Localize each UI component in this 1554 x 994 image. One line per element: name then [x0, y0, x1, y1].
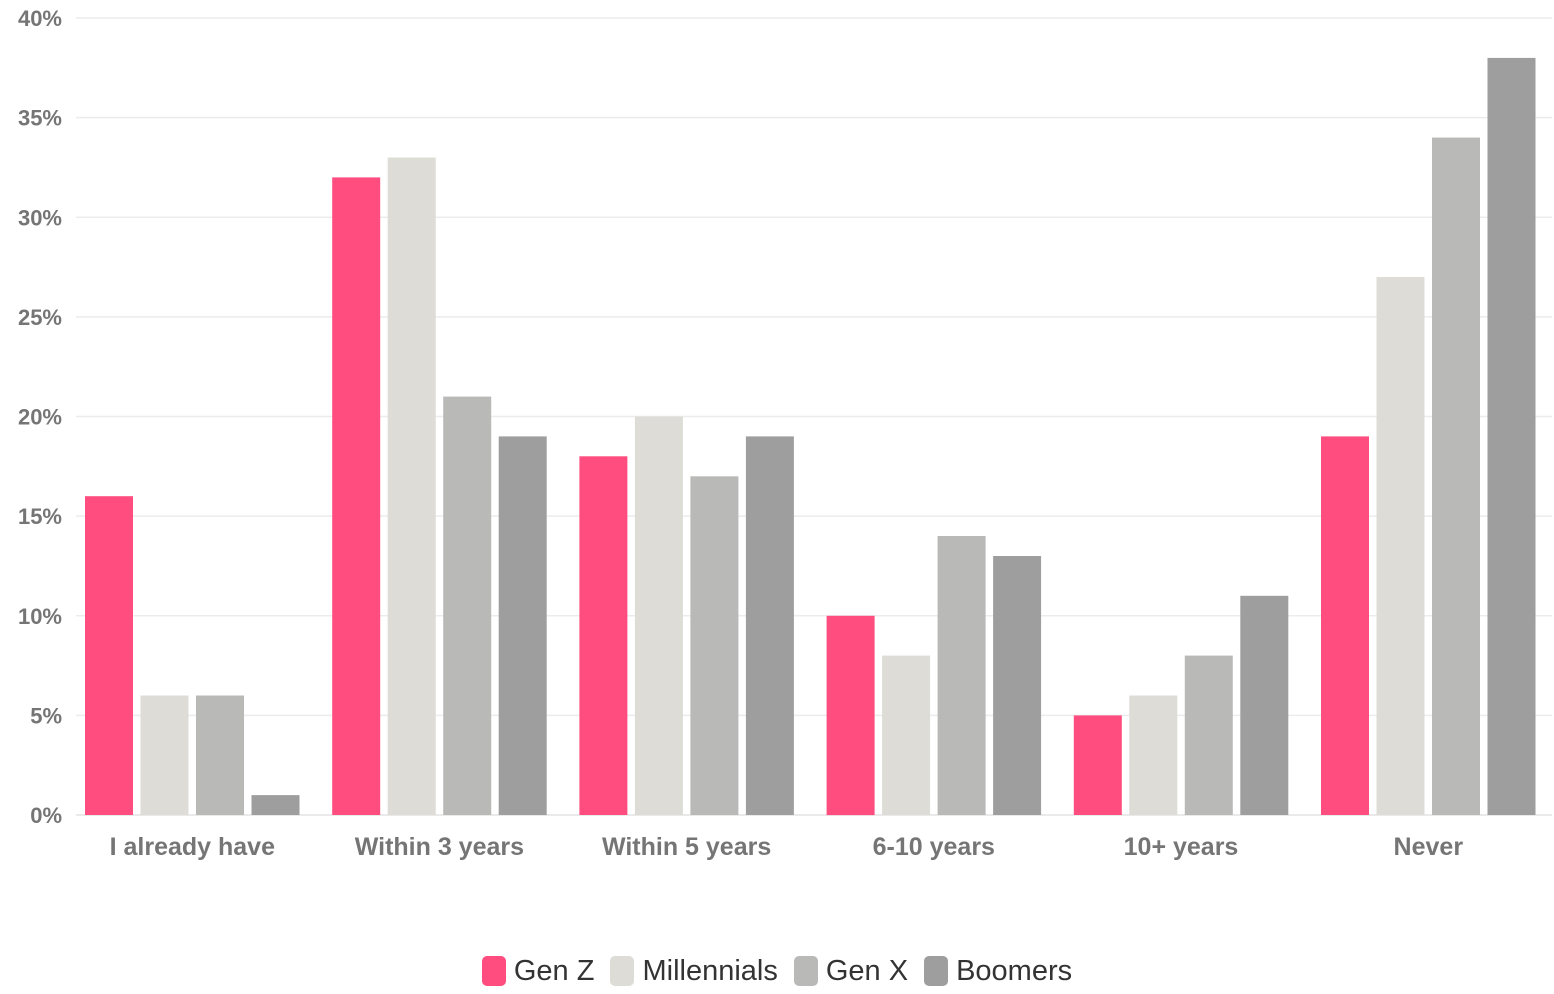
legend-label: Millennials: [642, 954, 778, 987]
bar: Gen X — 10+ years: 8%: [1184, 655, 1233, 815]
bar: Millennials — Never: 27%: [1376, 277, 1425, 815]
x-axis-categories: I already have Within 3 years Within 5 yea…: [110, 833, 1464, 861]
legend-item: Gen X: [793, 954, 909, 988]
bar: Gen Z — Within 5 years: 18%: [579, 456, 628, 815]
bar: Millennials — 6-10 years: 8%: [882, 655, 931, 815]
x-category-label: 6-10 years: [873, 833, 995, 861]
y-tick-label: 10%: [18, 604, 62, 629]
y-tick-label: 40%: [18, 6, 62, 31]
grid-lines: [76, 17, 1552, 816]
legend-label: Boomers: [956, 954, 1073, 987]
legend-item: Gen Z: [481, 954, 595, 988]
bars: Gen Z — I already have: 16%Millennials —…: [85, 57, 1536, 816]
x-category-label: 10+ years: [1124, 833, 1239, 861]
x-category-label: Within 3 years: [355, 833, 524, 861]
bar: Gen X — Within 5 years: 17%: [690, 476, 739, 815]
legend-swatch: [481, 956, 506, 986]
legend: Gen Z Millennials Gen X Boomers: [0, 948, 1554, 994]
bar: Boomers — Never: 38%: [1487, 57, 1536, 815]
bar: Boomers — Within 3 years: 19%: [498, 436, 547, 815]
legend-swatch: [610, 956, 635, 986]
bar: Millennials — Within 3 years: 33%: [387, 157, 436, 815]
bar: Boomers — Within 5 years: 19%: [745, 436, 794, 815]
bar: Boomers — I already have: 1%: [251, 795, 300, 815]
legend-swatch: [924, 956, 949, 986]
y-tick-label: 35%: [18, 106, 62, 131]
y-axis-ticks: 0% 5% 10% 15% 20% 25% 30% 35% 40%: [18, 6, 62, 828]
y-tick-label: 20%: [18, 405, 62, 430]
bar: Boomers — 10+ years: 11%: [1240, 595, 1289, 815]
bar: Millennials — I already have: 6%: [140, 695, 189, 815]
bar: Gen X — 6-10 years: 14%: [937, 536, 986, 815]
bar: Gen Z — I already have: 16%: [85, 496, 133, 815]
bar: Gen Z — Never: 19%: [1321, 436, 1369, 815]
bar: Millennials — 10+ years: 6%: [1129, 695, 1178, 815]
bar: Gen Z — 10+ years: 5%: [1073, 715, 1122, 815]
y-tick-label: 30%: [18, 205, 62, 230]
legend-item: Boomers: [924, 955, 1072, 988]
bar: Gen X — Never: 34%: [1432, 137, 1480, 816]
bar: Gen X — I already have: 6%: [196, 695, 244, 815]
x-category-label: Never: [1394, 833, 1464, 861]
y-tick-label: 0%: [30, 803, 62, 828]
x-category-label: Within 5 years: [602, 833, 771, 861]
bar: Millennials — Within 5 years: 20%: [634, 416, 683, 815]
y-tick-label: 5%: [30, 703, 62, 728]
y-tick-label: 25%: [18, 305, 62, 330]
bar: Gen X — Within 3 years: 21%: [443, 396, 492, 815]
legend-item: Millennials: [610, 954, 778, 988]
bar: Boomers — 6-10 years: 13%: [993, 556, 1042, 815]
bar: Gen Z — 6-10 years: 10%: [826, 615, 875, 816]
legend-label: Gen Z: [513, 954, 595, 987]
x-category-label: I already have: [110, 833, 275, 861]
bar: Gen Z — Within 3 years: 32%: [332, 177, 381, 815]
y-tick-label: 15%: [18, 504, 62, 529]
legend-swatch: [793, 956, 818, 986]
legend-label: Gen X: [825, 954, 909, 987]
